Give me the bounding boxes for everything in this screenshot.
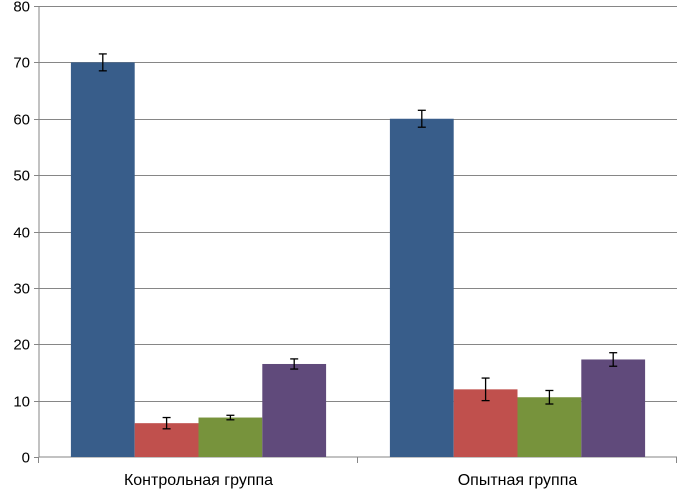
y-tick-label: 30 xyxy=(13,281,30,298)
y-tick-label: 50 xyxy=(13,168,30,185)
y-tick-label: 40 xyxy=(13,225,30,242)
bar xyxy=(262,363,327,457)
bar xyxy=(517,397,582,457)
y-tick-labels: 0 10 20 30 40 50 60 70 80 xyxy=(13,0,39,467)
y-tick-label: 20 xyxy=(13,337,30,354)
error-bar xyxy=(98,53,107,72)
error-bar xyxy=(545,389,554,405)
category-labels: Контрольная группа Опытная группа xyxy=(124,472,577,489)
category-label: Опытная группа xyxy=(458,472,578,489)
error-bar xyxy=(226,414,235,421)
bar xyxy=(70,62,135,457)
category-label: Контрольная группа xyxy=(124,472,273,489)
bar xyxy=(389,118,454,457)
y-tick-label: 0 xyxy=(22,450,30,467)
error-bars xyxy=(98,53,618,430)
y-tick-label: 70 xyxy=(13,55,30,72)
y-tick-label: 60 xyxy=(13,112,30,129)
gridlines xyxy=(39,6,677,402)
y-tick-label: 10 xyxy=(13,394,30,411)
error-bar xyxy=(290,358,299,370)
error-bar xyxy=(417,109,426,128)
bar xyxy=(581,359,646,457)
bars xyxy=(70,62,646,457)
error-bar xyxy=(481,377,490,402)
bar xyxy=(198,417,263,457)
error-bar xyxy=(609,352,618,367)
error-bar xyxy=(162,416,171,430)
y-tick-label: 80 xyxy=(13,0,30,16)
